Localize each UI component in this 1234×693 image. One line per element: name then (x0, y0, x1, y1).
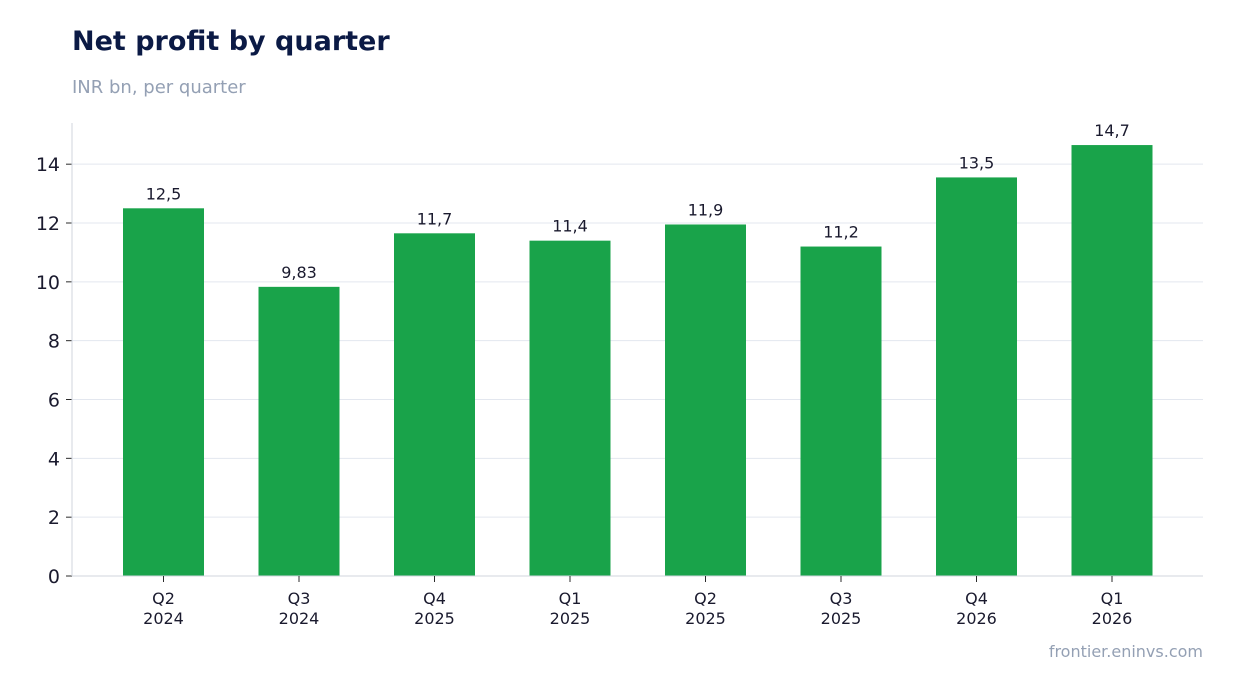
bars (123, 145, 1153, 577)
xtick-label-3-line-0: Q1 (559, 589, 582, 608)
xtick-label-0-line-1: 2024 (143, 609, 184, 628)
bar-5 (800, 246, 882, 576)
bar-1 (258, 286, 340, 576)
xtick-label-5: Q3 2025 (821, 589, 862, 628)
xtick-label-6-line-0: Q4 (965, 589, 988, 608)
xtick-label-2-line-1: 2025 (414, 609, 455, 628)
xtick-label-4: Q2 2025 (685, 589, 726, 628)
xtick-label-5-line-1: 2025 (821, 609, 862, 628)
ytick-label-0: 0 (48, 566, 60, 588)
data-label-3: 11,4 (552, 217, 588, 236)
source-credit: frontier.eninvs.com (1048, 642, 1203, 661)
xtick-label-5-line-0: Q3 (830, 589, 853, 608)
bar-0 (123, 208, 204, 577)
bar-7 (1071, 145, 1153, 576)
data-label-2: 11,7 (417, 209, 453, 228)
xtick-label-1-line-1: 2024 (279, 609, 320, 628)
xtick-label-0-line-0: Q2 (152, 589, 175, 608)
data-label-1: 9,83 (281, 263, 317, 282)
ytick-label-4: 4 (48, 448, 60, 470)
ytick-label-2: 2 (48, 507, 60, 529)
gridlines (72, 163, 1203, 518)
xtick-label-7-line-0: Q1 (1101, 589, 1124, 608)
bar-6 (936, 177, 1017, 577)
data-label-7: 14,7 (1094, 121, 1130, 140)
xtick-label-6-line-1: 2026 (956, 609, 997, 628)
data-label-5: 11,2 (823, 223, 859, 242)
xtick-label-4-line-1: 2025 (685, 609, 726, 628)
ytick-label-10: 10 (36, 272, 60, 294)
xtick-label-6: Q4 2026 (956, 589, 997, 628)
xtick-label-2-line-0: Q4 (423, 589, 446, 608)
xtick-label-1: Q3 2024 (279, 589, 320, 628)
data-label-6: 13,5 (959, 153, 995, 172)
xtick-label-3-line-1: 2025 (550, 609, 591, 628)
xtick-label-4-line-0: Q2 (694, 589, 717, 608)
xtick-label-2: Q4 2025 (414, 589, 455, 628)
ytick-label-12: 12 (36, 213, 60, 235)
bar-4 (665, 224, 746, 576)
ytick-label-8: 8 (48, 331, 60, 353)
xtick-label-7-line-1: 2026 (1092, 609, 1133, 628)
chart-title: Net profit by quarter (72, 26, 390, 57)
xtick-label-3: Q1 2025 (550, 589, 591, 628)
ytick-label-14: 14 (36, 154, 60, 176)
axes (66, 123, 1203, 582)
bar-2 (394, 233, 475, 576)
data-label-0: 12,5 (146, 184, 182, 203)
data-label-4: 11,9 (688, 200, 724, 219)
xtick-label-7: Q1 2026 (1092, 589, 1133, 628)
ytick-label-6: 6 (48, 390, 60, 412)
bar-3 (529, 240, 611, 576)
chart-subtitle: INR bn, per quarter (72, 77, 246, 98)
xtick-label-1-line-0: Q3 (288, 589, 311, 608)
xtick-label-0: Q2 2024 (143, 589, 184, 628)
